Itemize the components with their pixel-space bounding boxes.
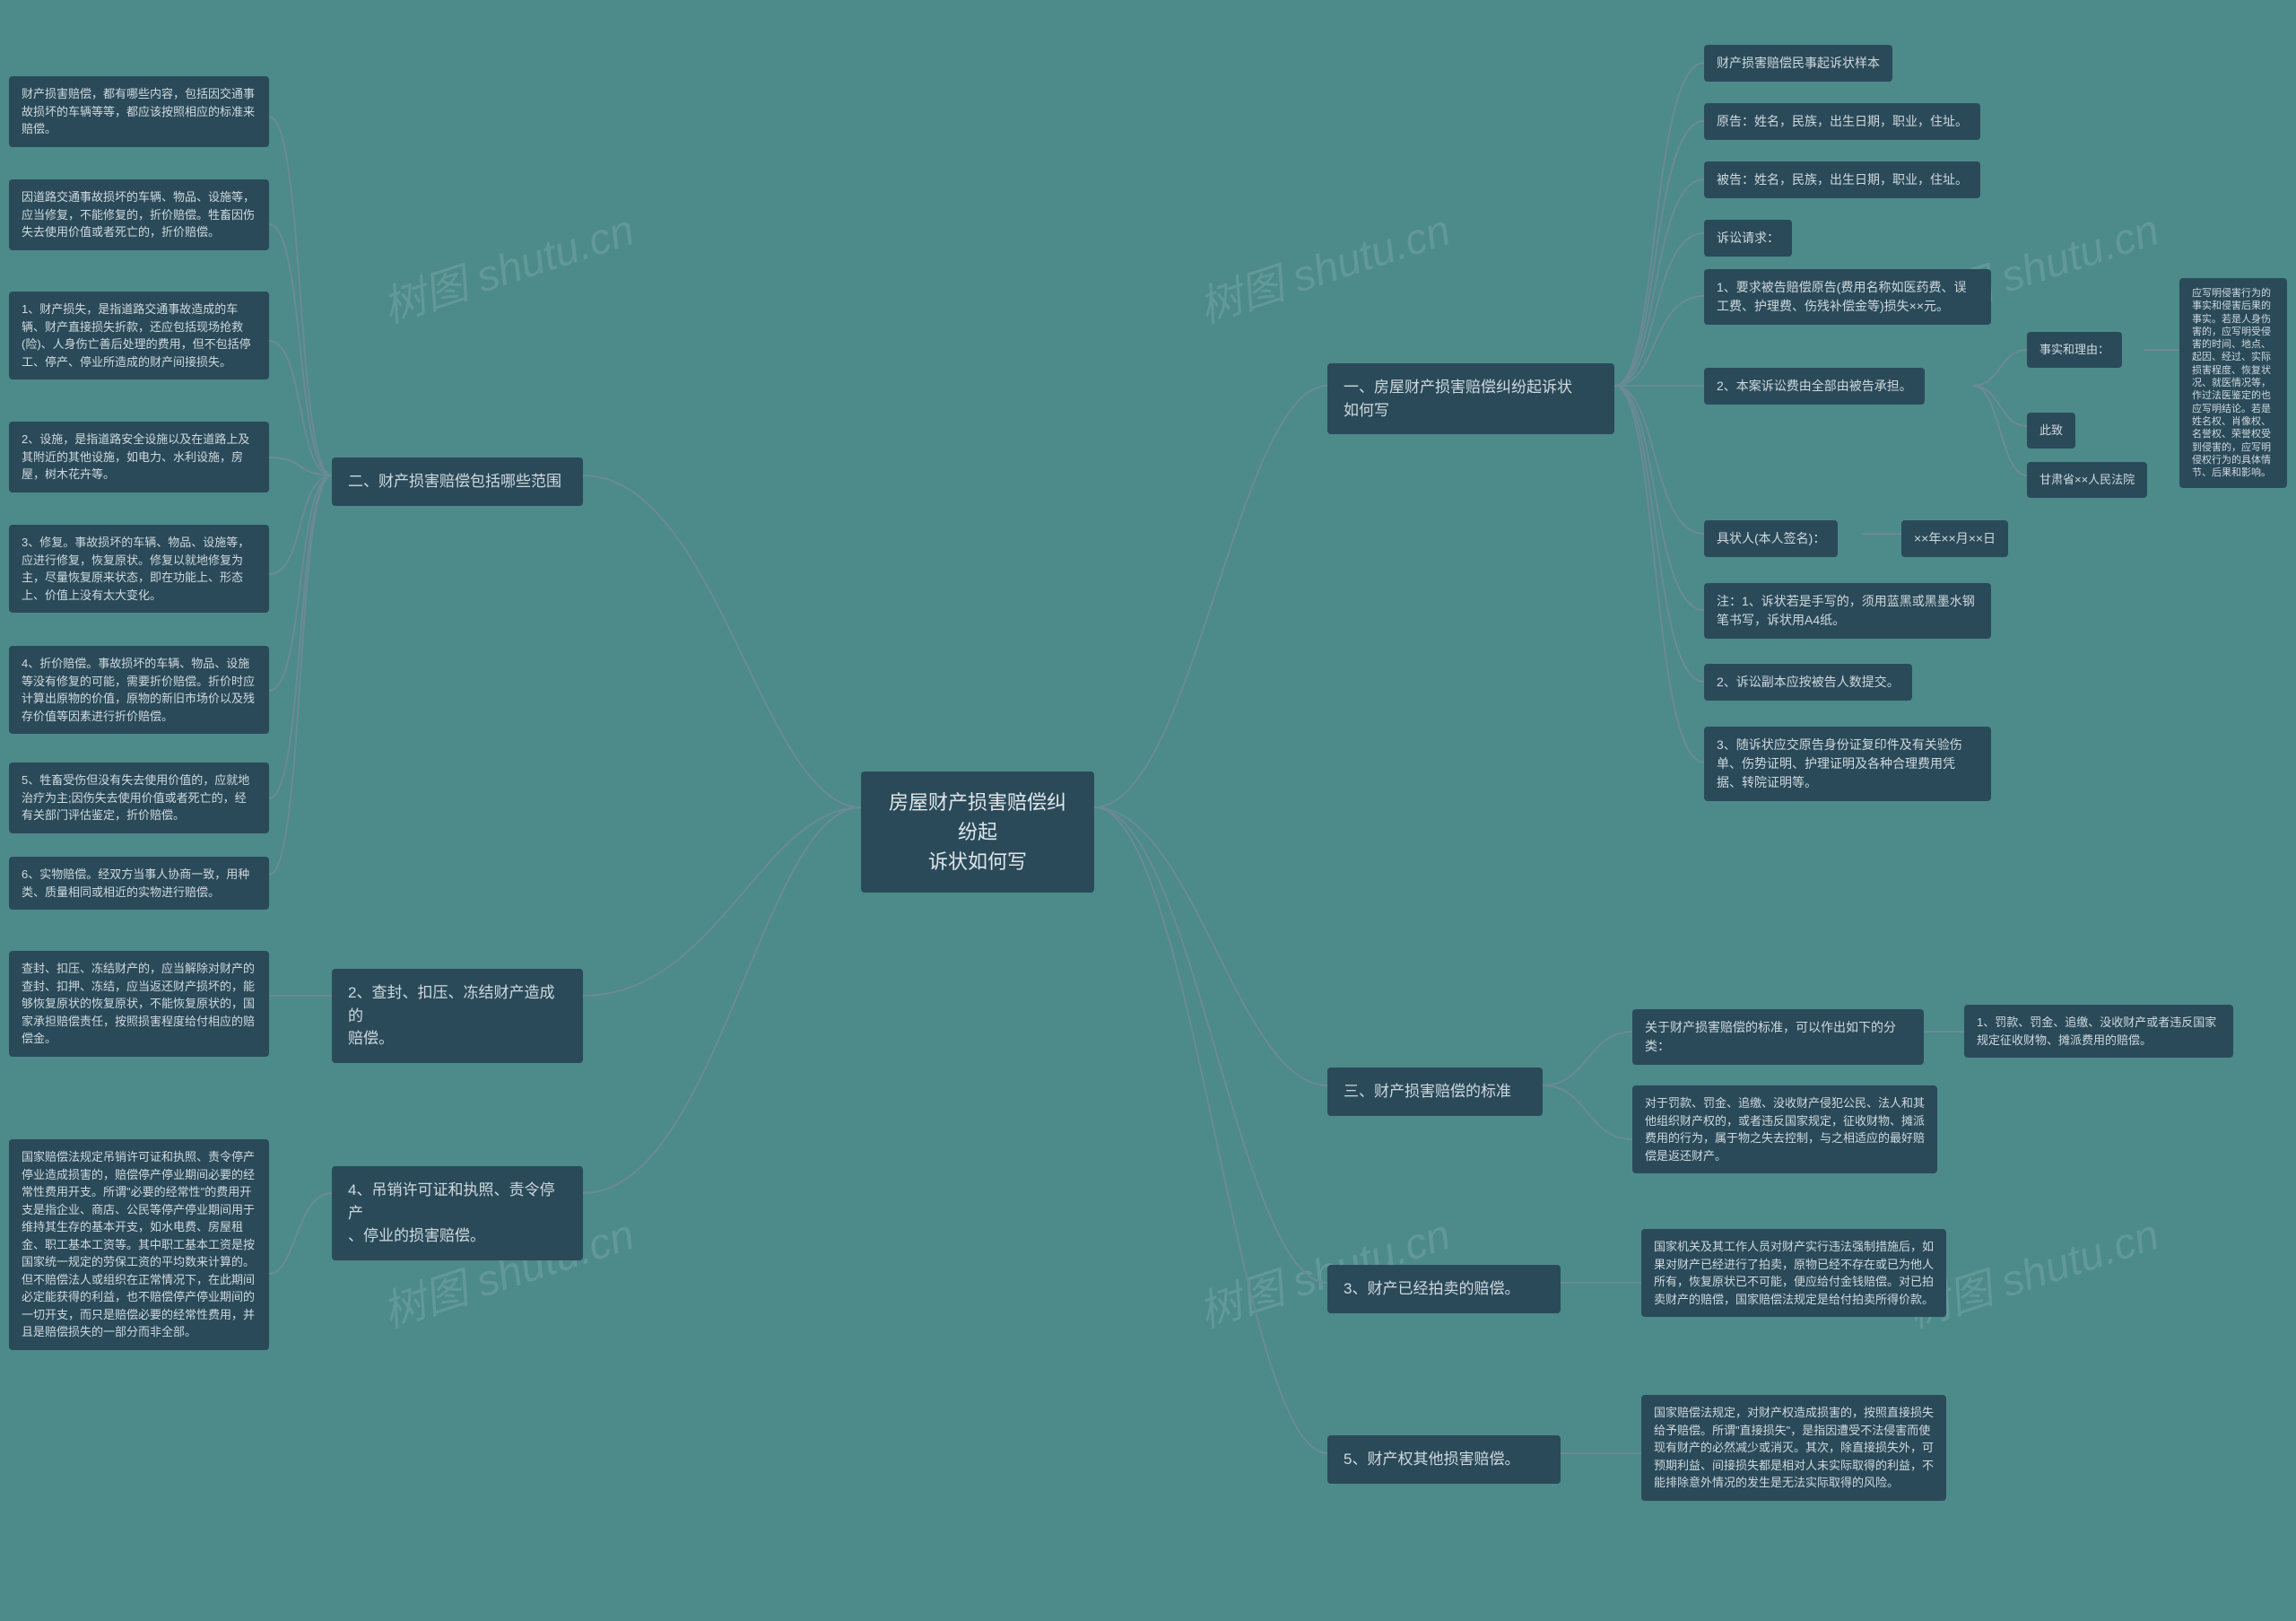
l2-c3: 3、修复。事故损坏的车辆、物品、设施等，应进行修复，恢复原状。修复以就地修复为主…: [9, 525, 269, 613]
branch-5: 5、财产权其他损害赔偿。: [1327, 1435, 1561, 1484]
branch-2: 二、财产损害赔偿包括哪些范围: [332, 458, 583, 506]
r1-c6: 2、本案诉讼费由全部由被告承担。: [1704, 368, 1925, 405]
l2-c0a: 财产损害赔偿，都有哪些内容，包括因交通事故损坏的车辆等等，都应该按照相应的标准来…: [9, 76, 269, 147]
branch-3: 三、财产损害赔偿的标准: [1327, 1068, 1543, 1116]
r1-c6-d3: 甘肃省××人民法院: [2027, 462, 2147, 498]
l4-detail: 国家赔偿法规定吊销许可证和执照、责令停产停业造成损害的，赔偿停产停业期间必要的经…: [9, 1139, 269, 1350]
r1-c9: 2、诉讼副本应按被告人数提交。: [1704, 664, 1912, 701]
r1-c2: 原告：姓名，民族，出生日期，职业，住址。: [1704, 103, 1980, 140]
r1-c4: 诉讼请求：: [1704, 220, 1792, 257]
l2b-detail: 查封、扣压、冻结财产的，应当解除对财产的查封、扣押、冻结，应当返还财产损坏的，能…: [9, 951, 269, 1057]
watermark: 树图 shutu.cn: [373, 195, 640, 335]
r1-c1: 财产损害赔偿民事起诉状样本: [1704, 45, 1892, 82]
r1-c8: 注：1、诉状若是手写的，须用蓝黑或黑墨水钢笔书写，诉状用A4纸。: [1704, 583, 1991, 639]
root-node: 房屋财产损害赔偿纠纷起诉状如何写: [861, 771, 1094, 893]
branch-3c: 3、财产已经拍卖的赔偿。: [1327, 1265, 1561, 1313]
r1-c6-d2: 此致: [2027, 413, 2075, 449]
branch-2b: 2、查封、扣压、冻结财产造成的赔偿。: [332, 969, 583, 1063]
r3c-detail: 国家机关及其工作人员对财产实行违法强制措施后，如果对财产已经进行了拍卖，原物已经…: [1641, 1229, 1946, 1317]
l2-c1: 1、财产损失，是指道路交通事故造成的车辆、财产直接损失折款，还应包括现场抢救(险…: [9, 292, 269, 379]
connector-layer: [0, 0, 2296, 1621]
watermark: 树图 shutu.cn: [1189, 195, 1457, 335]
l2-c4: 4、折价赔偿。事故损坏的车辆、物品、设施等没有修复的可能，需要折价赔偿。折价时应…: [9, 646, 269, 734]
l2-c0b: 因道路交通事故损坏的车辆、物品、设施等，应当修复，不能修复的，折价赔偿。牲畜因伤…: [9, 179, 269, 250]
r1-c6-d1-detail: 应写明侵害行为的事实和侵害后果的事实。若是人身伤害的，应写明受侵害的时间、地点、…: [2179, 278, 2287, 488]
branch-1: 一、房屋财产损害赔偿纠纷起诉状如何写: [1327, 363, 1614, 434]
l2-c2: 2、设施，是指道路安全设施以及在道路上及其附近的其他设施，如电力、水利设施，房屋…: [9, 422, 269, 492]
r3-c1-detail: 1、罚款、罚金、追缴、没收财产或者违反国家规定征收财物、摊派费用的赔偿。: [1964, 1005, 2233, 1058]
r3-c1: 关于财产损害赔偿的标准，可以作出如下的分类：: [1632, 1009, 1924, 1065]
r1-c7: 具状人(本人签名)：: [1704, 520, 1838, 557]
r1-c3: 被告：姓名，民族，出生日期，职业，住址。: [1704, 161, 1980, 198]
l2-c5: 5、牲畜受伤但没有失去使用价值的，应就地治疗为主;因伤失去使用价值或者死亡的，经…: [9, 763, 269, 833]
branch-4: 4、吊销许可证和执照、责令停产、停业的损害赔偿。: [332, 1166, 583, 1260]
r1-c7b: ××年××月××日: [1901, 520, 2008, 557]
r5-detail: 国家赔偿法规定，对财产权造成损害的，按照直接损失给予赔偿。所谓"直接损失"，是指…: [1641, 1395, 1946, 1501]
r3-c2: 对于罚款、罚金、追缴、没收财产侵犯公民、法人和其他组织财产权的，或者违反国家规定…: [1632, 1085, 1937, 1173]
r1-c10: 3、随诉状应交原告身份证复印件及有关验伤单、伤势证明、护理证明及各种合理费用凭据…: [1704, 727, 1991, 801]
r1-c5: 1、要求被告赔偿原告(费用名称如医药费、误工费、护理费、伤残补偿金等)损失××元…: [1704, 269, 1991, 325]
r1-c6-d1: 事实和理由：: [2027, 332, 2122, 368]
l2-c6: 6、实物赔偿。经双方当事人协商一致，用种类、质量相同或相近的实物进行赔偿。: [9, 857, 269, 910]
